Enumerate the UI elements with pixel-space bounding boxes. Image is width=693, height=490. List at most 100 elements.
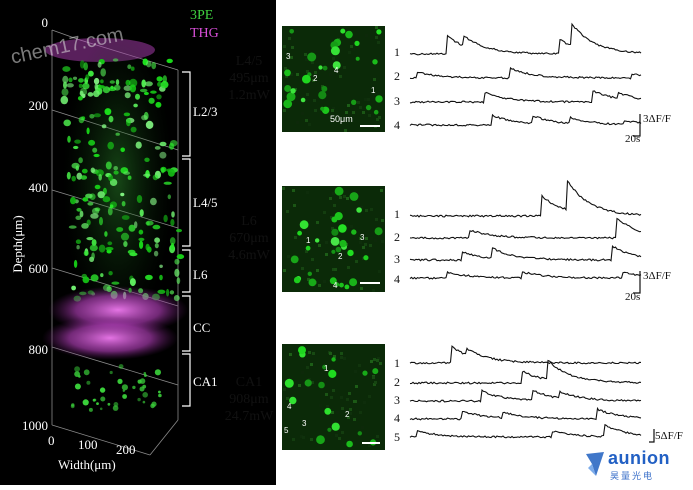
neuron — [68, 225, 77, 229]
neuron — [111, 281, 120, 285]
row2-condition: L6 670μm 4.6mW — [228, 214, 270, 263]
cell-marker: 4 — [287, 402, 292, 411]
neuron — [143, 372, 147, 375]
cell-soma — [329, 277, 337, 285]
cell-soma — [297, 230, 302, 236]
neuron — [83, 62, 88, 71]
neuron — [163, 181, 172, 185]
neuron — [70, 196, 76, 205]
cell-marker: 2 — [338, 252, 343, 261]
cell-soma — [324, 407, 332, 415]
depth-tick: 600 — [28, 261, 49, 276]
neuron — [99, 217, 103, 226]
neuron — [78, 83, 83, 88]
cell-soma — [372, 59, 378, 65]
neuron — [75, 215, 82, 220]
trace-scalebar-ca1 — [649, 429, 655, 443]
cell-soma — [373, 109, 379, 115]
neuron — [74, 139, 81, 144]
cell-soma — [307, 271, 312, 276]
time-scale-label: 20s — [625, 133, 641, 145]
neuron — [121, 201, 126, 207]
neuron — [141, 79, 146, 88]
cell-soma — [374, 227, 383, 236]
cell-soma — [351, 229, 357, 235]
neuron — [159, 274, 163, 281]
neuron — [141, 115, 148, 121]
calcium-trace — [409, 244, 642, 262]
neuron — [75, 239, 81, 244]
cell-soma — [345, 30, 353, 39]
neuron — [95, 169, 104, 177]
neuron — [129, 278, 136, 287]
cell-soma — [293, 276, 301, 284]
neuron — [130, 66, 135, 71]
trace-number: 2 — [394, 69, 400, 83]
cell-soma — [283, 99, 293, 109]
calcium-trace — [409, 22, 642, 56]
cell-marker: 3 — [302, 419, 307, 428]
cell-soma — [321, 85, 328, 92]
width-tick: 100 — [78, 437, 98, 452]
neuron — [123, 171, 130, 175]
neuron — [139, 209, 144, 217]
neuron — [133, 103, 138, 108]
neuron — [169, 142, 175, 150]
neuron — [85, 193, 93, 199]
neuron — [143, 374, 147, 377]
neuron — [91, 252, 95, 260]
cell-soma — [349, 192, 359, 201]
cell-soma — [290, 88, 296, 94]
traces-l45 — [409, 22, 642, 127]
trace-scalebar-l6 — [633, 271, 641, 294]
neuron — [68, 77, 73, 83]
neuron — [104, 108, 112, 116]
calcium-trace — [409, 113, 642, 127]
neuron — [176, 277, 181, 285]
neuron — [66, 171, 71, 180]
fov-image-l6 — [282, 186, 385, 292]
calcium-trace — [409, 406, 642, 421]
watermark-logo: aunion 昊量光电 — [584, 448, 690, 482]
cell-soma — [289, 29, 294, 34]
neuron — [152, 224, 161, 230]
neuron — [79, 210, 84, 218]
neuron — [86, 380, 91, 385]
calcium-trace — [409, 270, 642, 280]
cell-soma — [347, 249, 354, 257]
calcium-trace — [409, 359, 642, 385]
logo-subtext: 昊量光电 — [610, 472, 655, 482]
neuron — [144, 157, 150, 162]
neuron — [93, 77, 100, 85]
neuron — [174, 258, 180, 265]
neuron — [116, 227, 124, 232]
fov-markers-ca1: 1 2 3 4 5 — [282, 344, 385, 450]
neuron — [176, 228, 182, 233]
cell-soma — [334, 282, 340, 287]
neuron — [113, 166, 118, 171]
neuron — [128, 224, 136, 232]
neuron — [97, 61, 102, 68]
scale-bar-label: 50μm — [330, 114, 353, 124]
depth-axis-label: Depth(μm) — [10, 215, 25, 273]
cell-soma — [289, 396, 297, 405]
cell-soma — [372, 368, 379, 375]
row3-condition: CA1 908μm 24.7mW — [224, 375, 274, 424]
neuron — [108, 115, 114, 123]
neuron — [135, 93, 140, 100]
trace-number: 1 — [394, 207, 400, 221]
neuron — [62, 66, 71, 72]
logo-text: aunion — [608, 448, 670, 468]
neuron — [156, 94, 162, 100]
neuron — [107, 141, 114, 150]
neuron — [105, 246, 114, 251]
cell-soma — [330, 46, 340, 56]
cell-soma — [327, 427, 332, 432]
neuron — [136, 195, 143, 203]
neuron — [81, 168, 88, 174]
logo-mark-icon — [586, 452, 604, 476]
neuron — [90, 274, 99, 282]
neuron — [76, 207, 82, 212]
cell-soma — [332, 61, 341, 70]
neuron — [108, 174, 114, 181]
